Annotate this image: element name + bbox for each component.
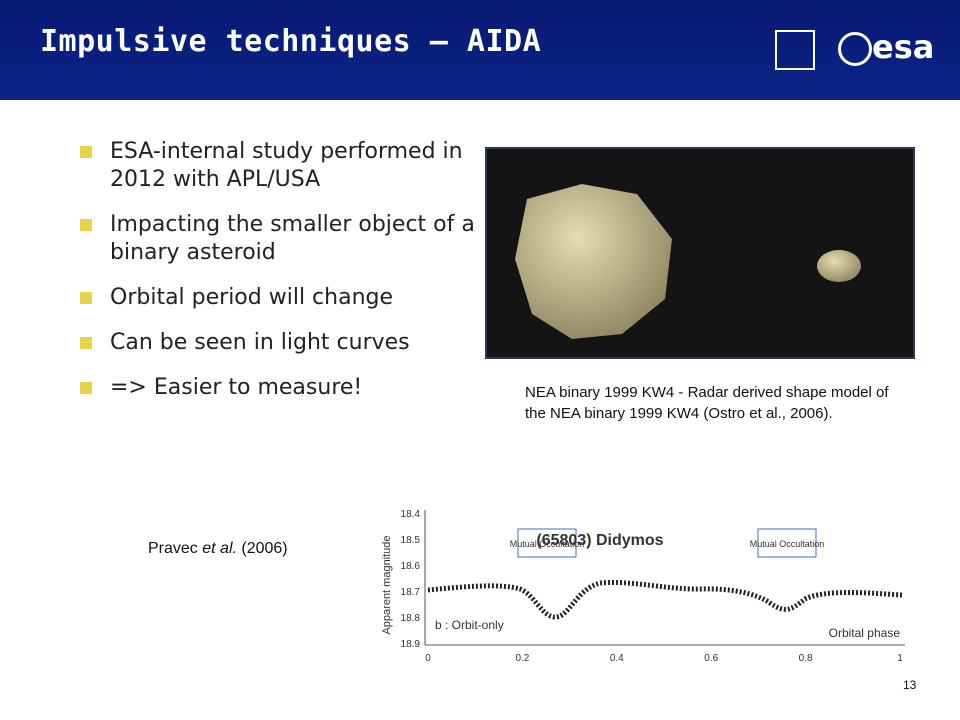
x-tick-label: 0.4 (610, 653, 624, 664)
figure-title: (65803) Didymos (536, 532, 663, 549)
y-tick-label: 18.7 (401, 587, 421, 598)
esa-globe (838, 32, 872, 66)
image-caption: NEA binary 1999 KW4 - Radar derived shap… (525, 384, 889, 422)
y-tick-label: 18.4 (401, 509, 421, 520)
annotation-box (757, 528, 817, 558)
y-tick-label: 18.8 (401, 613, 421, 624)
bullet: => Easier to measure! (78, 374, 478, 402)
annotation: Mutual Occultation (510, 539, 585, 549)
bullet: ESA-internal study performed in 2012 wit… (78, 138, 478, 194)
asteroid-image (485, 147, 915, 359)
bullet: Impacting the smaller object of a binary… (78, 211, 478, 267)
credit-text: Pravec (148, 540, 203, 557)
legend: b : Orbit-only (435, 618, 504, 632)
credit-text: (2006) (236, 540, 288, 557)
asteroid-drawing (515, 184, 861, 339)
y-tick-label: 18.5 (401, 535, 421, 546)
bullet: Can be seen in light curves (78, 329, 478, 357)
x-tick-label: 0.6 (704, 653, 718, 664)
bullet: Orbital period will change (78, 284, 478, 312)
header-bar: Impulsive techniques – AIDA esa (0, 0, 960, 100)
x-tick-label: 0.2 (515, 653, 529, 664)
x-tick-label: 1 (897, 653, 903, 664)
primary-asteroid (515, 184, 672, 339)
light-curve (427, 579, 903, 620)
lrt-logo (775, 30, 815, 70)
bullet-list: ESA-internal study performed in 2012 wit… (78, 138, 478, 419)
figure-background (370, 495, 915, 675)
secondary-asteroid (817, 250, 861, 282)
x-tick-label: 0 (425, 653, 431, 664)
y-tick-label: 18.9 (401, 639, 421, 650)
y-axis-label: Apparent magnitude (381, 535, 393, 634)
esa-logo: esa (872, 28, 935, 66)
figure-credit: Pravec et al. (2006) (148, 540, 288, 558)
annotation-box (517, 528, 577, 558)
slide-title: Impulsive techniques – AIDA (40, 24, 542, 59)
annotation: Mutual Occultation (750, 539, 825, 549)
page-number: 13 (903, 678, 917, 692)
x-tick-label: 0.8 (799, 653, 813, 664)
credit-italic: et al. (202, 540, 237, 557)
y-tick-label: 18.6 (401, 561, 421, 572)
x-axis-label: Orbital phase (829, 626, 901, 640)
light-curve-figure: (65803) Didymos Apparent magnitude Orbital… (370, 495, 915, 675)
